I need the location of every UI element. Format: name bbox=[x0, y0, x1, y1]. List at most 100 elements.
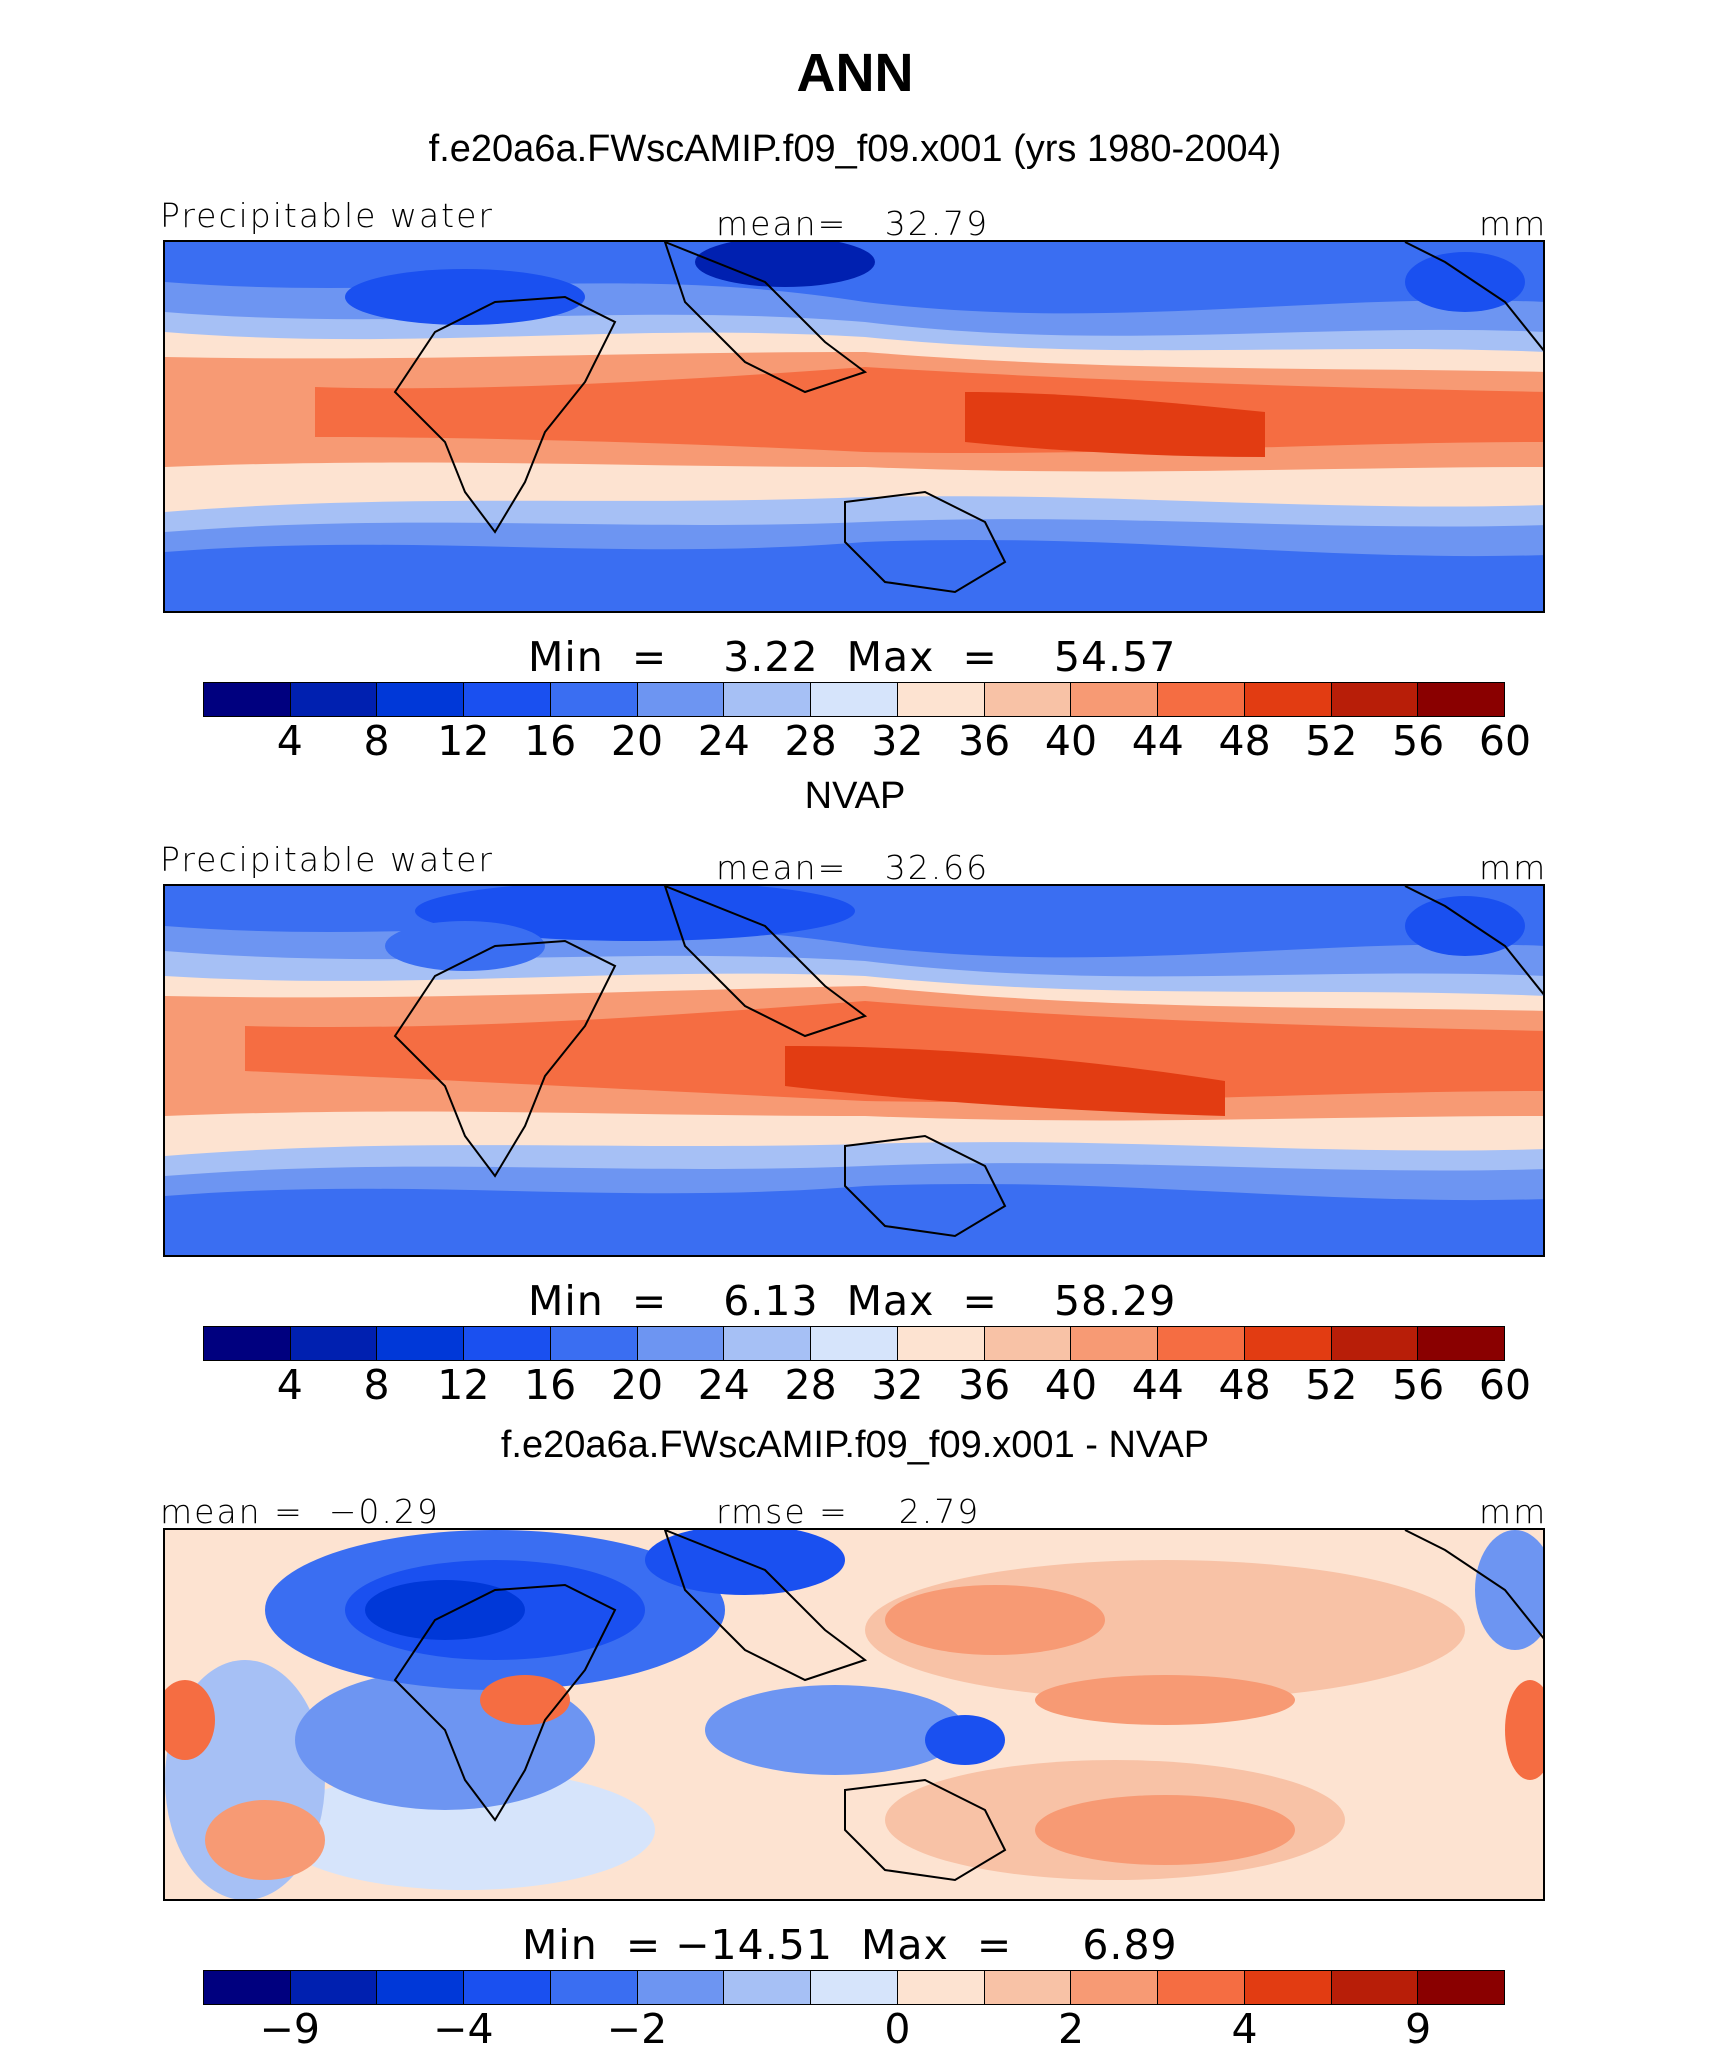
coastline bbox=[663, 886, 868, 1038]
panel2-mean-label: mean= 32.66 bbox=[716, 848, 990, 887]
colorbar-tick-label: 36 bbox=[958, 717, 1011, 765]
panel3-colorbar-ticks: −9 −4 −2 0 2 4 9 bbox=[203, 2005, 1505, 2055]
colorbar-swatch bbox=[1331, 1971, 1419, 2004]
panel1-map bbox=[163, 240, 1545, 613]
colorbar-swatch bbox=[1244, 683, 1332, 716]
colorbar-tick-label: 0 bbox=[884, 2005, 911, 2053]
colorbar-swatch bbox=[1244, 1327, 1332, 1360]
colorbar-swatch bbox=[984, 1327, 1072, 1360]
map-band bbox=[205, 1800, 325, 1880]
panel1-units-label: mm bbox=[1479, 204, 1548, 243]
colorbar-swatch bbox=[897, 1327, 985, 1360]
panel1-minmax: Min = 3.22 Max = 54.57 bbox=[528, 633, 1177, 681]
colorbar-tick-label: 32 bbox=[871, 717, 924, 765]
map-band bbox=[1405, 252, 1525, 312]
colorbar-tick-label: 56 bbox=[1392, 1361, 1445, 1409]
colorbar-tick-label: 24 bbox=[697, 1361, 750, 1409]
coastline bbox=[393, 939, 617, 1178]
colorbar-tick-label: 12 bbox=[437, 717, 490, 765]
map-band bbox=[345, 269, 585, 325]
colorbar-swatch bbox=[897, 683, 985, 716]
colorbar-swatch bbox=[290, 1971, 378, 2004]
colorbar-tick-label: 60 bbox=[1478, 717, 1532, 765]
colorbar-swatch bbox=[290, 1327, 378, 1360]
map-band bbox=[415, 886, 855, 941]
panel3-subtitle: f.e20a6a.FWscAMIP.f09_f09.x001 - NVAP bbox=[500, 1424, 1210, 1466]
colorbar-swatch bbox=[204, 683, 291, 716]
colorbar-tick-label: −2 bbox=[606, 2005, 668, 2053]
colorbar-tick-label: −9 bbox=[259, 2005, 321, 2053]
panel3-colorbar bbox=[203, 1970, 1505, 2005]
colorbar-swatch bbox=[984, 1971, 1072, 2004]
colorbar-tick-label: 2 bbox=[1057, 2005, 1085, 2053]
colorbar-swatch bbox=[377, 1327, 465, 1360]
map-band bbox=[785, 1046, 1225, 1116]
colorbar-swatch bbox=[464, 683, 551, 716]
map-band bbox=[165, 1680, 215, 1760]
colorbar-swatch bbox=[724, 1327, 812, 1360]
figure-title: ANN bbox=[796, 43, 914, 103]
colorbar-tick-label: 48 bbox=[1218, 1361, 1271, 1409]
coastline bbox=[393, 1583, 617, 1822]
colorbar-swatch bbox=[811, 683, 898, 716]
coastline bbox=[844, 1778, 1007, 1882]
panel1-mean-label: mean= 32.79 bbox=[716, 204, 990, 243]
colorbar-tick-label: 4 bbox=[1231, 2005, 1258, 2053]
colorbar-swatch bbox=[637, 683, 725, 716]
map-band bbox=[480, 1675, 570, 1725]
map-band bbox=[1035, 1675, 1295, 1725]
colorbar-swatch bbox=[637, 1971, 725, 2004]
panel3-mean-label: mean = −0.29 bbox=[160, 1492, 440, 1531]
coastline bbox=[844, 490, 1007, 594]
panel2-colorbar-ticks: 4 8 12 16 20 24 28 32 36 40 44 48 52 56 60 bbox=[203, 1361, 1531, 1411]
coastline bbox=[844, 1134, 1007, 1238]
colorbar-tick-label: 4 bbox=[276, 1361, 303, 1409]
colorbar-tick-label: 9 bbox=[1405, 2005, 1432, 2053]
colorbar-tick-label: 20 bbox=[610, 1361, 664, 1409]
colorbar-tick-label: 16 bbox=[524, 717, 577, 765]
coastline bbox=[1404, 886, 1543, 996]
colorbar-swatch bbox=[1331, 683, 1419, 716]
colorbar-tick-label: 24 bbox=[697, 717, 750, 765]
map-band bbox=[695, 242, 875, 287]
colorbar-tick-label: 16 bbox=[524, 1361, 577, 1409]
colorbar-tick-label: 44 bbox=[1131, 1361, 1184, 1409]
map-band bbox=[1035, 1795, 1295, 1865]
panel3-units-label: mm bbox=[1479, 1492, 1548, 1531]
colorbar-tick-label: 8 bbox=[363, 1361, 390, 1409]
map-band bbox=[1505, 1680, 1543, 1780]
coastline bbox=[663, 242, 868, 394]
colorbar-tick-label: 52 bbox=[1305, 717, 1358, 765]
panel2-subtitle: NVAP bbox=[804, 775, 906, 817]
colorbar-tick-label: 28 bbox=[784, 717, 837, 765]
panel2-map bbox=[163, 884, 1545, 1257]
colorbar-swatch bbox=[1071, 1971, 1159, 2004]
colorbar-tick-label: 56 bbox=[1392, 717, 1445, 765]
colorbar-tick-label: 20 bbox=[610, 717, 664, 765]
panel3-minmax: Min = −14.51 Max = 6.89 bbox=[522, 1921, 1178, 1969]
colorbar-swatch bbox=[1071, 1327, 1159, 1360]
colorbar-tick-label: 40 bbox=[1044, 717, 1098, 765]
coastline bbox=[393, 295, 617, 534]
colorbar-tick-label: −4 bbox=[433, 2005, 494, 2053]
colorbar-swatch bbox=[290, 683, 378, 716]
colorbar-swatch bbox=[724, 683, 812, 716]
colorbar-tick-label: 36 bbox=[958, 1361, 1011, 1409]
colorbar-swatch bbox=[897, 1971, 985, 2004]
coastline bbox=[663, 1530, 868, 1682]
map-band bbox=[1405, 896, 1525, 956]
map-band bbox=[885, 1585, 1105, 1655]
colorbar-swatch bbox=[464, 1971, 551, 2004]
colorbar-tick-label: 8 bbox=[363, 717, 390, 765]
colorbar-swatch bbox=[984, 683, 1072, 716]
panel2-units-label: mm bbox=[1479, 848, 1548, 887]
colorbar-swatch bbox=[1331, 1327, 1419, 1360]
colorbar-swatch bbox=[1244, 1971, 1332, 2004]
colorbar-swatch bbox=[550, 683, 638, 716]
colorbar-swatch bbox=[204, 1327, 291, 1360]
map-band bbox=[965, 392, 1265, 457]
panel3-map bbox=[163, 1528, 1545, 1901]
map-band bbox=[1475, 1530, 1543, 1650]
colorbar-tick-label: 52 bbox=[1305, 1361, 1358, 1409]
colorbar-swatch bbox=[1158, 1327, 1245, 1360]
